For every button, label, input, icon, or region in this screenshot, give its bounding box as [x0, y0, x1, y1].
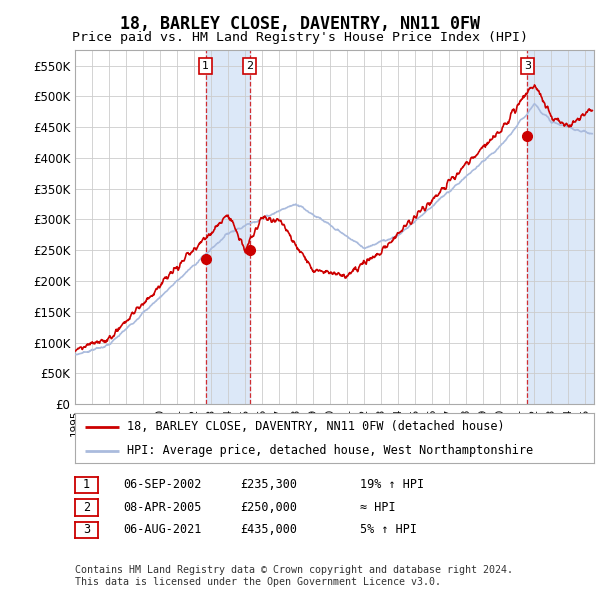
Text: 1: 1	[83, 478, 90, 491]
Text: 3: 3	[524, 61, 531, 71]
Bar	[527, 50, 594, 404]
Text: 2: 2	[83, 501, 90, 514]
Text: ≈ HPI: ≈ HPI	[360, 501, 395, 514]
Text: £435,000: £435,000	[240, 523, 297, 536]
Text: 18, BARLEY CLOSE, DAVENTRY, NN11 0FW (detached house): 18, BARLEY CLOSE, DAVENTRY, NN11 0FW (de…	[127, 420, 505, 433]
Text: £235,300: £235,300	[240, 478, 297, 491]
Bar	[206, 50, 250, 404]
Text: 1: 1	[202, 61, 209, 71]
Text: 06-AUG-2021: 06-AUG-2021	[123, 523, 202, 536]
Text: 06-SEP-2002: 06-SEP-2002	[123, 478, 202, 491]
Text: 3: 3	[83, 523, 90, 536]
Text: 5% ↑ HPI: 5% ↑ HPI	[360, 523, 417, 536]
Text: 18, BARLEY CLOSE, DAVENTRY, NN11 0FW: 18, BARLEY CLOSE, DAVENTRY, NN11 0FW	[120, 15, 480, 33]
Text: Contains HM Land Registry data © Crown copyright and database right 2024.
This d: Contains HM Land Registry data © Crown c…	[75, 565, 513, 587]
Text: £250,000: £250,000	[240, 501, 297, 514]
Text: 2: 2	[246, 61, 253, 71]
Text: 19% ↑ HPI: 19% ↑ HPI	[360, 478, 424, 491]
Text: 08-APR-2005: 08-APR-2005	[123, 501, 202, 514]
Text: HPI: Average price, detached house, West Northamptonshire: HPI: Average price, detached house, West…	[127, 444, 533, 457]
Text: Price paid vs. HM Land Registry's House Price Index (HPI): Price paid vs. HM Land Registry's House …	[72, 31, 528, 44]
